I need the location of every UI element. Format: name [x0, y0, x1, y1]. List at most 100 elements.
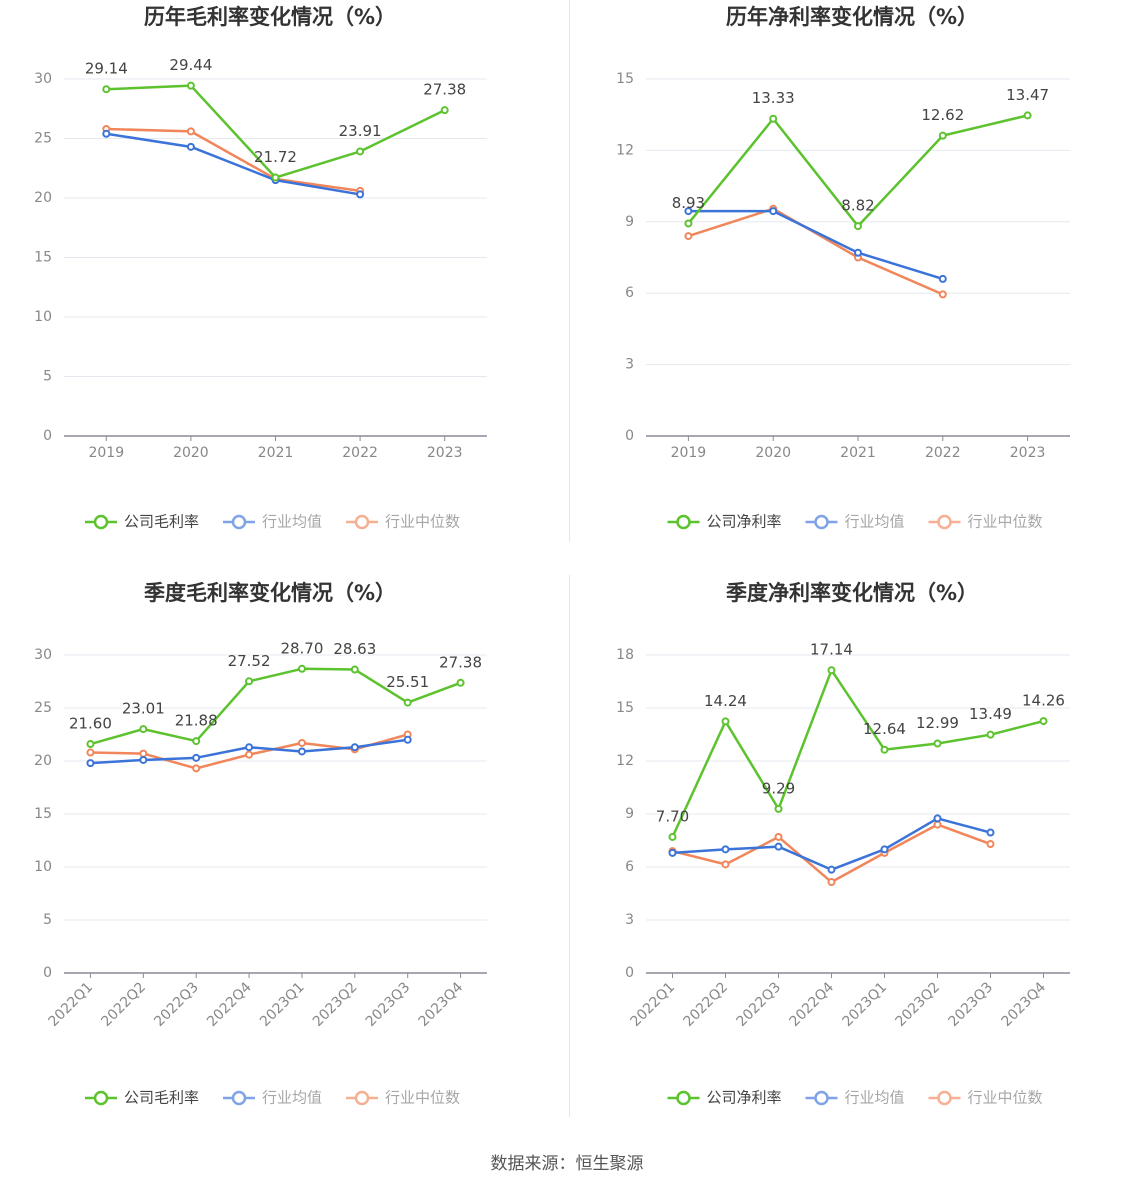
legend-marker — [93, 1090, 109, 1106]
data-label: 12.64 — [863, 720, 906, 738]
x-tick-label: 2022 — [925, 445, 961, 461]
series-line-industry_median — [106, 127, 361, 193]
data-point-industry_avg — [350, 743, 359, 752]
legend-marker — [93, 514, 109, 530]
legend-label: 行业均值 — [262, 1089, 322, 1107]
series-line-industry_avg — [106, 132, 361, 196]
chart-title: 季度毛利率变化情况（%） — [144, 581, 396, 605]
y-tick-label: 25 — [34, 700, 52, 716]
legend-marker — [937, 1090, 952, 1106]
data-point-company — [456, 678, 465, 687]
x-tick-label: 2023Q4 — [416, 979, 467, 1030]
data-point-industry_avg — [933, 814, 942, 823]
y-tick-label: 6 — [625, 285, 634, 301]
data-point-industry_median — [721, 860, 730, 869]
data-label: 21.60 — [69, 715, 112, 733]
data-point-industry_median — [139, 749, 148, 758]
data-point-industry_avg — [854, 248, 862, 257]
data-point-industry_median — [938, 290, 947, 299]
y-tick-label: 10 — [34, 309, 52, 325]
y-tick-label: 12 — [616, 753, 634, 769]
x-tick-label: 2022Q3 — [151, 979, 202, 1030]
y-tick-label: 25 — [34, 131, 52, 147]
data-point-industry_median — [245, 750, 254, 759]
x-tick-label: 2021 — [840, 445, 876, 461]
data-label: 7.70 — [656, 807, 689, 825]
data-point-industry_avg — [880, 845, 889, 854]
data-label: 27.38 — [439, 653, 482, 671]
y-tick-label: 5 — [43, 369, 52, 385]
x-tick-label: 2022Q4 — [204, 979, 255, 1030]
data-label: 8.93 — [672, 194, 705, 212]
vertical-divider — [569, 0, 570, 542]
chart-legend: 公司净利率 行业均值 行业中位数 — [667, 1089, 1043, 1107]
data-label: 13.33 — [752, 89, 795, 107]
data-label: 8.82 — [841, 197, 874, 215]
data-point-company — [86, 740, 95, 749]
data-point-industry_median — [933, 820, 942, 829]
legend-marker — [814, 1090, 829, 1106]
x-tick-label: 2023 — [427, 445, 463, 461]
data-label: 13.49 — [969, 705, 1012, 723]
x-tick-label: 2023Q4 — [999, 979, 1050, 1030]
data-point-industry_avg — [102, 129, 111, 138]
legend-label: 公司毛利率 — [124, 1089, 199, 1107]
legend-marker — [231, 1090, 247, 1106]
series-line-company — [671, 668, 1044, 838]
legend-marker — [354, 514, 370, 530]
x-tick-label: 2022Q1 — [45, 979, 96, 1030]
legend-label: 行业均值 — [845, 1089, 905, 1107]
x-tick-label: 2020 — [755, 445, 791, 461]
series-line-industry_avg — [688, 209, 944, 281]
data-point-industry_avg — [139, 755, 148, 764]
legend-marker — [676, 514, 691, 530]
data-point-company — [684, 219, 693, 228]
data-point-industry_median — [86, 748, 95, 757]
legend-item-industry_avg: 行业均值 — [805, 1089, 905, 1107]
data-label: 27.38 — [423, 81, 466, 99]
legend-item-industry_avg: 行业均值 — [805, 513, 905, 531]
data-point-industry_avg — [192, 753, 201, 762]
data-point-industry_avg — [297, 747, 306, 756]
x-tick-label: 2019 — [88, 445, 124, 461]
y-tick-label: 3 — [625, 912, 634, 928]
x-tick-label: 2023Q1 — [840, 979, 891, 1030]
y-tick-label: 15 — [34, 806, 52, 822]
y-tick-label: 9 — [625, 806, 634, 822]
data-point-industry_median — [827, 878, 836, 887]
data-point-company — [668, 832, 677, 841]
legend-marker — [354, 1090, 370, 1106]
data-point-company — [356, 147, 365, 156]
x-tick-label: 2020 — [173, 445, 209, 461]
chart-title: 历年毛利率变化情况（%） — [144, 5, 396, 29]
data-label: 14.24 — [704, 692, 747, 710]
data-point-industry_avg — [938, 274, 947, 283]
data-point-company — [403, 698, 412, 707]
legend-item-company: 公司净利率 — [667, 513, 782, 531]
data-label: 25.51 — [386, 673, 429, 691]
x-tick-label: 2023Q3 — [946, 979, 997, 1030]
y-tick-label: 5 — [43, 912, 52, 928]
legend-item-industry_avg: 行业均值 — [223, 1089, 322, 1107]
y-tick-label: 0 — [625, 428, 634, 444]
data-point-industry_median — [774, 832, 783, 841]
legend-item-company: 公司毛利率 — [85, 513, 199, 531]
data-point-company — [139, 725, 148, 734]
legend-label: 行业中位数 — [385, 513, 460, 531]
data-point-company — [1023, 111, 1032, 120]
data-label: 29.44 — [169, 56, 212, 74]
data-point-industry_avg — [86, 759, 95, 768]
data-point-company — [774, 804, 783, 813]
data-label: 14.26 — [1022, 692, 1065, 710]
x-tick-label: 2023Q1 — [257, 979, 308, 1030]
x-tick-label: 2022 — [342, 445, 378, 461]
x-tick-label: 2022Q2 — [98, 979, 149, 1030]
legend-item-industry_median: 行业中位数 — [346, 1089, 460, 1107]
y-tick-label: 18 — [616, 647, 634, 663]
y-tick-label: 0 — [43, 428, 52, 444]
x-tick-label: 2023Q2 — [893, 979, 944, 1030]
legend-item-company: 公司净利率 — [667, 1089, 782, 1107]
data-label: 23.91 — [339, 122, 382, 140]
